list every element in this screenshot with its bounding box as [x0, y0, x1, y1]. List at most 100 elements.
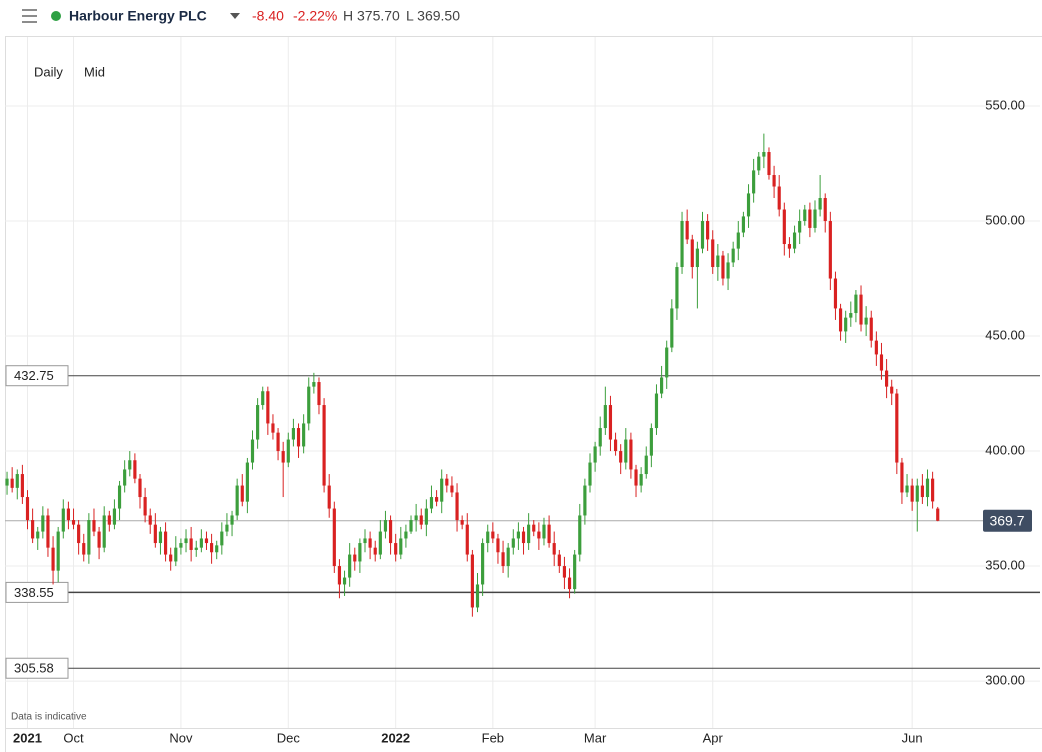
y-tick-label: 300.00 [985, 673, 1025, 688]
candle-body [220, 531, 224, 546]
candle-body [690, 239, 694, 268]
candle-body [163, 531, 168, 555]
x-tick-label: Dec [277, 730, 301, 745]
day-high: H 375.70 [343, 8, 400, 24]
candle-body [803, 209, 807, 222]
candle-body [900, 462, 904, 493]
candle-body [10, 478, 14, 488]
candle-body [204, 538, 209, 544]
candle-body [317, 382, 321, 406]
candle-body [685, 221, 689, 240]
menu-icon[interactable] [22, 9, 37, 23]
candle-body [552, 543, 556, 555]
candle-body [256, 405, 260, 440]
candle-body [296, 428, 301, 447]
last-price-tag [983, 509, 1032, 532]
day-low: L 369.50 [406, 8, 460, 24]
candle-body [486, 531, 490, 544]
candle-body [583, 485, 587, 516]
candle-body [123, 469, 127, 486]
candle-body [762, 152, 766, 157]
candle-body [429, 497, 434, 509]
candle-body [455, 492, 459, 521]
candle-body [854, 294, 858, 314]
candle-body [215, 545, 219, 553]
candle-body [752, 170, 756, 194]
candle-body [460, 520, 464, 525]
candle-body [266, 391, 270, 424]
candle-body [465, 524, 469, 555]
candle-body [931, 478, 935, 502]
candle-body [741, 216, 745, 233]
candle-body [660, 377, 664, 394]
candle-body [286, 439, 290, 463]
candle-body [261, 391, 265, 406]
candle-body [792, 232, 797, 249]
candle-body [435, 497, 439, 502]
candle-body [813, 209, 817, 228]
candle-body [885, 370, 889, 387]
candle-body [879, 354, 884, 371]
candle-body [481, 543, 485, 585]
candle-body [342, 577, 347, 585]
level-label-box [5, 581, 69, 603]
candle-body [199, 538, 203, 548]
candle-body [240, 485, 244, 502]
candle-body [15, 474, 19, 488]
candle-body [680, 221, 684, 268]
candle-body [838, 308, 843, 332]
candle-body [936, 508, 940, 521]
x-tick-label: Apr [703, 730, 724, 745]
candle-body [864, 317, 868, 325]
candle-body [281, 451, 285, 463]
candle-body [169, 554, 173, 562]
candle-body [895, 393, 899, 463]
candle-body [527, 524, 531, 544]
candle-body [624, 439, 628, 463]
candle-body [322, 405, 326, 486]
x-tick-label: Feb [482, 730, 504, 745]
x-tick-label: Nov [169, 730, 193, 745]
candle-body [31, 520, 35, 539]
candle-body [787, 244, 792, 249]
candle-body [915, 485, 919, 502]
candle-body [736, 232, 740, 249]
x-tick-label: 2022 [381, 730, 410, 745]
y-tick-label: 550.00 [985, 97, 1025, 112]
interval-button[interactable]: Daily [34, 64, 63, 79]
level-label: 305.58 [14, 661, 54, 676]
candle-body [97, 531, 101, 548]
candle-body [537, 531, 541, 539]
candle-body [332, 508, 336, 567]
candle-body [312, 382, 316, 387]
price-type-button[interactable]: Mid [84, 64, 105, 79]
candle-body [716, 255, 720, 268]
candle-body [542, 524, 546, 539]
x-tick-label: Oct [63, 730, 84, 745]
candle-body [557, 554, 561, 567]
candle-body [613, 439, 618, 452]
candle-body [399, 538, 403, 555]
candle-body [532, 524, 536, 532]
candle-body [695, 248, 699, 268]
candle-body [598, 428, 602, 447]
candle-body [102, 515, 106, 548]
candle-body [245, 462, 249, 502]
x-tick-label: Jun [902, 730, 923, 745]
candle-body [117, 485, 122, 509]
candle-body [516, 531, 520, 539]
candle-body [665, 347, 669, 378]
candle-body [404, 531, 408, 539]
instrument-name[interactable]: Harbour Energy PLC [69, 8, 207, 24]
dropdown-arrow[interactable] [230, 13, 240, 19]
candle-body [210, 543, 214, 553]
candle-body [194, 547, 198, 550]
candle-body [731, 248, 735, 263]
candle-body [721, 255, 725, 279]
candle-body [578, 515, 582, 555]
candle-body [608, 405, 613, 440]
candle-body [302, 423, 306, 447]
candle-body [414, 515, 418, 521]
candle-body [138, 478, 142, 498]
candle-body [409, 520, 413, 532]
